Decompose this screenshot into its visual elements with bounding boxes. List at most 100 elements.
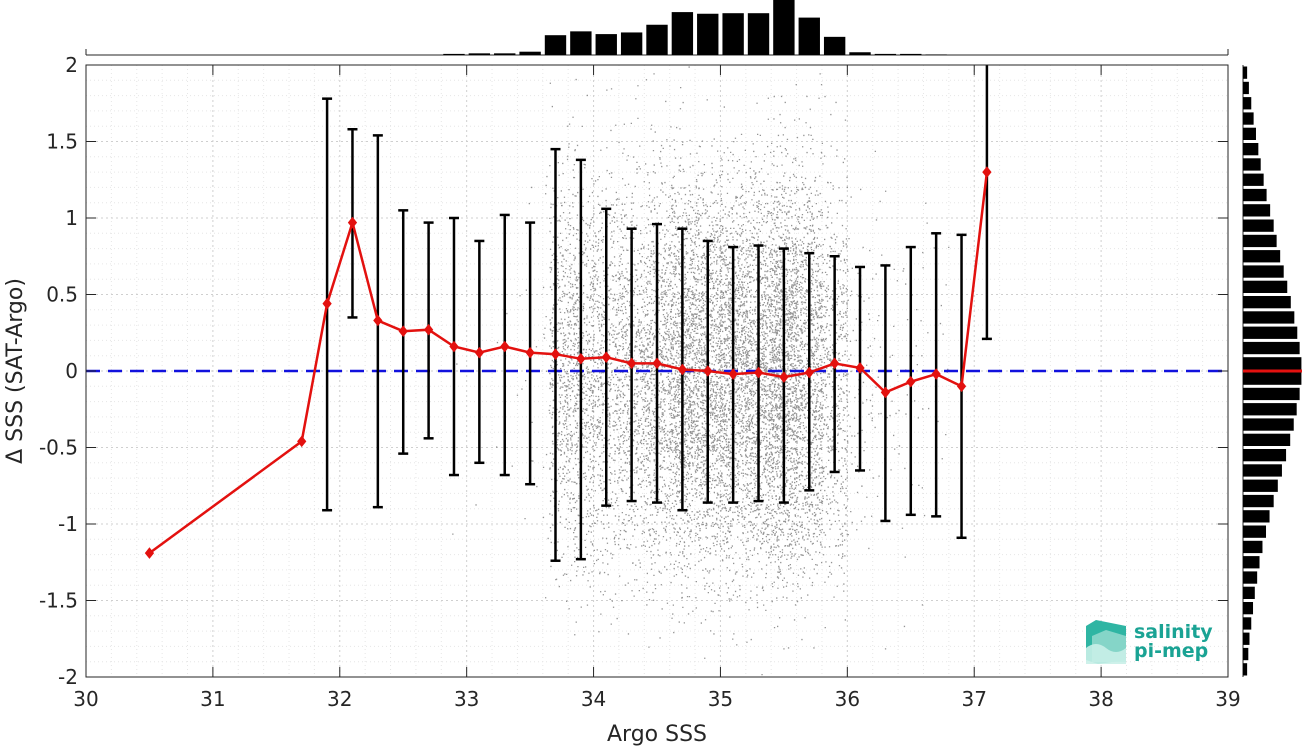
- right-histogram: [1242, 65, 1302, 677]
- top-hist-bar: [595, 34, 617, 55]
- right-hist-bar: [1243, 280, 1288, 293]
- x-tick-label: 39: [1215, 687, 1240, 711]
- top-hist-bar: [849, 52, 871, 55]
- binned-mean-series: [144, 166, 992, 559]
- right-hist-bar: [1243, 143, 1259, 156]
- mean-point: [931, 368, 941, 380]
- right-hist-bar: [1243, 173, 1264, 186]
- right-hist-bar: [1243, 341, 1300, 355]
- top-hist-bar: [544, 35, 567, 55]
- right-hist-bar: [1243, 81, 1249, 95]
- mean-point: [906, 375, 916, 388]
- x-tick-label: 33: [454, 687, 479, 711]
- mean-point: [373, 314, 383, 327]
- mean-point: [982, 166, 992, 178]
- top-hist-bar: [900, 53, 922, 55]
- right-hist-bar: [1243, 617, 1252, 630]
- right-hist-bar: [1243, 158, 1261, 171]
- mean-point: [474, 346, 484, 359]
- right-hist-bar: [1243, 387, 1300, 401]
- right-hist-bar: [1243, 632, 1250, 645]
- right-hist-bar: [1243, 464, 1282, 477]
- mean-point: [880, 386, 891, 399]
- mean-point: [652, 357, 662, 370]
- top-hist-bar: [925, 54, 947, 55]
- right-hist-bar: [1243, 265, 1284, 278]
- mean-point: [423, 323, 434, 336]
- error-bars: [322, 65, 992, 562]
- mean-point: [601, 351, 611, 364]
- mean-point: [855, 362, 865, 374]
- right-hist-bar: [1243, 433, 1291, 446]
- y-tick-label: 2: [65, 53, 78, 77]
- right-hist-bar: [1243, 296, 1291, 309]
- mean-point: [677, 363, 688, 376]
- right-hist-bar: [1243, 602, 1254, 615]
- y-tick-label: -2: [58, 665, 78, 689]
- right-hist-bar: [1243, 357, 1302, 370]
- x-tick-label: 31: [200, 687, 225, 711]
- y-tick-label: 0.5: [46, 283, 78, 307]
- mean-point: [347, 216, 358, 229]
- top-hist-bar: [697, 13, 719, 55]
- right-hist-bar: [1243, 311, 1295, 324]
- mean-point: [703, 365, 713, 377]
- y-tick-label: 1.5: [46, 130, 78, 154]
- right-hist-bar: [1243, 479, 1278, 492]
- logo-wave-icon: [1086, 620, 1126, 664]
- logo-text-pi-mep: pi-mep: [1134, 640, 1208, 662]
- error-bar: [981, 65, 992, 341]
- mean-point: [779, 371, 789, 383]
- top-hist-bar: [747, 13, 770, 55]
- right-hist-bar: [1243, 510, 1270, 523]
- y-tick-label: -0.5: [39, 436, 78, 460]
- mean-point: [398, 325, 408, 338]
- right-hist-bar: [1243, 449, 1287, 462]
- mean-point: [626, 357, 637, 370]
- right-hist-bar: [1243, 97, 1252, 110]
- top-histogram: [85, 0, 1229, 56]
- top-hist-bar: [570, 31, 592, 55]
- right-hist-bar: [1243, 204, 1271, 217]
- y-tick-label: -1.5: [39, 589, 78, 613]
- top-hist-bar: [798, 17, 820, 56]
- right-hist-bar: [1243, 188, 1267, 202]
- top-hist-bar: [620, 32, 643, 55]
- y-tick-label: 0: [65, 359, 78, 383]
- x-tick-label: 32: [327, 687, 352, 711]
- x-tick-label: 38: [1088, 687, 1113, 711]
- mean-point: [322, 297, 332, 310]
- right-hist-bar: [1243, 66, 1248, 79]
- right-hist-bar: [1243, 403, 1297, 416]
- top-hist-bar: [823, 36, 846, 55]
- y-tick-label: -1: [58, 512, 78, 536]
- x-axis-label: Argo SSS: [607, 722, 707, 747]
- right-hist-bar: [1243, 586, 1255, 599]
- top-hist-bar: [519, 51, 541, 55]
- mean-point: [297, 435, 307, 448]
- x-tick-label: 36: [835, 687, 860, 711]
- mean-point: [144, 547, 155, 559]
- main-axes: [85, 64, 1229, 678]
- top-hist-bar: [494, 53, 516, 55]
- mean-point: [830, 357, 840, 370]
- right-hist-bar: [1243, 571, 1258, 584]
- right-hist-bar: [1243, 326, 1298, 339]
- mean-point: [550, 348, 561, 360]
- right-hist-bar: [1243, 219, 1274, 232]
- x-tick-label: 34: [581, 687, 606, 711]
- mean-point: [956, 380, 967, 393]
- top-hist-bar: [646, 24, 668, 55]
- right-hist-bar: [1243, 234, 1277, 248]
- mean-point: [804, 366, 814, 379]
- y-axis-label: Δ SSS (SAT-Argo): [3, 278, 28, 464]
- right-hist-bar: [1243, 250, 1281, 263]
- top-hist-bar: [671, 12, 694, 56]
- right-hist-bar: [1243, 647, 1249, 661]
- logo-text-salinity: salinity: [1134, 621, 1213, 643]
- mean-point: [728, 368, 738, 380]
- top-hist-bar: [773, 0, 795, 55]
- right-hist-bar: [1243, 112, 1254, 125]
- mean-point: [525, 346, 535, 359]
- tick-labels: 30 31 32 33 34 35 36 37 38 39 -2 -1.5 -1 -0.5 0 0.5 1 1.5…: [39, 53, 1241, 711]
